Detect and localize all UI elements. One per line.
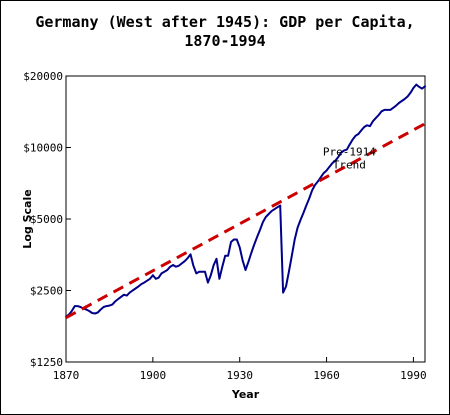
y-tick-label: $2500: [30, 285, 63, 298]
x-tick-label: 1900: [140, 369, 167, 382]
x-tick-label: 1930: [226, 369, 253, 382]
y-tick-label: $10000: [23, 142, 63, 155]
x-tick-label: 1870: [53, 369, 80, 382]
x-axis-label: Year: [231, 388, 260, 401]
y-tick-label: $20000: [23, 70, 63, 83]
trend-annotation: Pre-1914: [323, 146, 376, 159]
x-tick-label: 1990: [400, 369, 427, 382]
trend-line: [65, 122, 426, 320]
y-tick-label: $1250: [30, 356, 63, 369]
chart-title-line: Germany (West after 1945): GDP per Capit…: [35, 13, 414, 31]
y-axis-label: Log Scale: [21, 189, 34, 248]
chart-title: Germany (West after 1945): GDP per Capit…: [35, 13, 414, 50]
series-layer: [65, 83, 426, 320]
x-tick-label: 1960: [313, 369, 340, 382]
y-tick-label: $5000: [30, 213, 63, 226]
axis-ticks: 1870 1900 1930 1960 1990 $1250 $2500 $5000 $1000…: [23, 70, 426, 382]
trend-annotation: Trend: [333, 159, 366, 172]
gdp-per-capita-line: [65, 83, 426, 318]
chart-title-line: 1870-1994: [184, 32, 265, 50]
